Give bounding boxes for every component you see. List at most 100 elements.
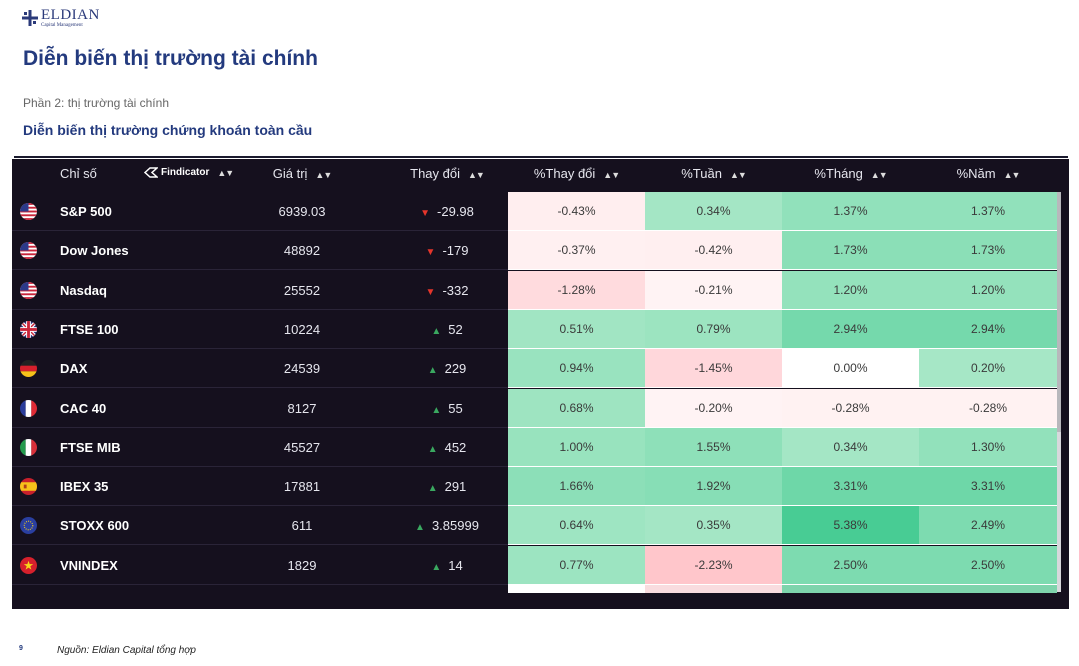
arrow-down-icon: ▼ — [425, 286, 436, 298]
findicator-label: Findicator — [161, 167, 210, 178]
header-pct-year-label: %Năm — [956, 166, 996, 181]
table-row[interactable]: VNINDEX 1829 ▲ 14 0.77% -2.23% 2.50% 2.50% — [12, 545, 1069, 587]
pct-week-cell: -0.20% — [645, 388, 782, 428]
pct-month-cell: 0.00% — [782, 349, 919, 389]
brand-logo: ELDIAN Capital Management — [22, 7, 100, 29]
table-row[interactable]: IBEX 35 17881 ▲ 291 1.66% 1.92% 3.31% 3.31% — [12, 467, 1069, 507]
arrow-down-icon: ▼ — [425, 247, 436, 259]
header-pct-month[interactable]: %Tháng ▲▼ — [782, 159, 919, 192]
table-overflow-cell — [508, 585, 645, 593]
index-change: ▲ 3.85999 — [392, 506, 502, 547]
arrow-down-icon: ▼ — [420, 208, 431, 219]
header-change-label: Thay đổi — [410, 166, 461, 181]
table-row[interactable]: Dow Jones 48892 ▼ -179 -0.37% -0.42% 1.73% 1.73… — [12, 231, 1069, 271]
table-row[interactable]: CAC 40 8127 ▲ 55 0.68% -0.20% -0.28% -0.28% — [12, 388, 1069, 430]
arrow-up-icon: ▲ — [431, 325, 442, 337]
table-row[interactable]: S&P 500 6939.03 ▼ -29.98 -0.43% 0.34% 1.37% 1.3… — [12, 192, 1069, 231]
change-value: 52 — [448, 321, 463, 337]
index-value: 25552 — [283, 282, 321, 298]
row-divider — [12, 387, 508, 389]
section-label: Phần 2: thị trường tài chính — [23, 96, 169, 110]
pct-week-cell: 0.34% — [645, 192, 782, 231]
change-value: 55 — [448, 400, 463, 416]
pct-year-cell: 1.73% — [919, 231, 1057, 271]
pct-change-cell: -0.43% — [508, 192, 645, 231]
pct-year-cell: -0.28% — [919, 388, 1057, 428]
table-overflow-cell — [919, 585, 1057, 593]
table-row[interactable]: Nasdaq 25552 ▼ -332 -1.28% -0.21% 1.20% 1.20% — [12, 270, 1069, 310]
pct-change-cell: 0.94% — [508, 349, 645, 389]
pct-month-cell: 1.37% — [782, 192, 919, 231]
row-divider — [12, 583, 508, 585]
index-name: IBEX 35 — [60, 479, 109, 495]
index-name: Dow Jones — [60, 243, 129, 259]
findicator-logo: Findicator ▲▼ — [144, 167, 234, 178]
pct-month-cell: 0.34% — [782, 427, 919, 467]
header-pct-year[interactable]: %Năm ▲▼ — [919, 159, 1057, 192]
change-value: 229 — [444, 361, 467, 377]
pct-week-cell: 0.79% — [645, 309, 782, 349]
arrow-up-icon: ▲ — [431, 561, 442, 573]
index-value: 6939.03 — [278, 204, 326, 219]
arrow-up-icon: ▲ — [427, 483, 438, 495]
change-value: -29.98 — [437, 204, 474, 219]
pct-change-cell: 0.51% — [508, 309, 645, 349]
scrollbar-thumb[interactable] — [1057, 192, 1061, 432]
eldian-logo-icon — [22, 10, 38, 26]
pct-year-cell: 1.20% — [919, 270, 1057, 310]
table-row[interactable]: FTSE 100 10224 ▲ 52 0.51% 0.79% 2.94% 2.94% — [12, 309, 1069, 351]
table-row[interactable]: DAX 24539 ▲ 229 0.94% -1.45% 0.00% 0.20% — [12, 349, 1069, 390]
index-value: 45527 — [283, 439, 321, 455]
index-change: ▲ 229 — [392, 349, 502, 390]
pct-change-cell: -1.28% — [508, 270, 645, 310]
header-change[interactable]: Thay đổi ▲▼ — [392, 159, 502, 192]
page-number: 9 — [19, 645, 23, 652]
pct-month-cell: 5.38% — [782, 506, 919, 546]
pct-year-cell: 3.31% — [919, 467, 1057, 507]
row-divider — [12, 347, 508, 349]
it-flag-icon — [20, 438, 37, 456]
row-divider — [12, 505, 508, 507]
market-table: Chỉ số Findicator ▲▼ Giá trị ▲▼ Thay đổi ▲… — [12, 159, 1069, 609]
header-pct-week[interactable]: %Tuần ▲▼ — [645, 159, 782, 192]
change-value: -179 — [442, 243, 469, 259]
table-header: Chỉ số Findicator ▲▼ Giá trị ▲▼ Thay đổi ▲… — [12, 159, 1069, 192]
pct-change-cell: 0.68% — [508, 388, 645, 428]
pct-week-cell: -0.21% — [645, 270, 782, 310]
arrow-up-icon: ▲ — [427, 365, 438, 377]
pct-week-cell: 1.55% — [645, 427, 782, 467]
table-row[interactable]: STOXX 600 611 ▲ 3.85999 0.64% 0.35% 5.38% 2.49% — [12, 506, 1069, 547]
sort-icon: ▲▼ — [468, 170, 485, 180]
sort-icon[interactable]: ▲▼ — [217, 167, 234, 178]
index-change: ▲ 14 — [392, 546, 502, 587]
header-pct-change-label: %Thay đổi — [533, 166, 596, 181]
pct-change-cell: 1.00% — [508, 427, 645, 467]
brand-name: ELDIAN — [41, 7, 100, 23]
index-change: ▲ 52 — [392, 310, 502, 351]
pct-week-cell: 1.92% — [645, 467, 782, 507]
index-value: 611 — [291, 518, 313, 534]
pct-year-cell: 1.30% — [919, 427, 1057, 467]
pct-year-cell: 1.37% — [919, 192, 1057, 231]
pct-week-cell: -2.23% — [645, 545, 782, 585]
header-index-label: Chỉ số — [60, 166, 97, 181]
header-index[interactable]: Chỉ số — [60, 159, 97, 192]
sub-title: Diễn biến thị trường chứng khoán toàn cầ… — [23, 122, 313, 138]
pct-week-cell: 0.35% — [645, 506, 782, 546]
pct-week-cell: -1.45% — [645, 349, 782, 389]
us-flag-icon — [20, 281, 37, 299]
uk-flag-icon — [20, 320, 37, 338]
pct-year-cell: 2.50% — [919, 545, 1057, 585]
header-value[interactable]: Giá trị ▲▼ — [257, 159, 347, 192]
table-row[interactable]: FTSE MIB 45527 ▲ 452 1.00% 1.55% 0.34% 1.30% — [12, 427, 1069, 467]
index-value: 10224 — [283, 321, 321, 337]
pct-month-cell: 1.20% — [782, 270, 919, 310]
index-change: ▼ -29.98 — [392, 192, 502, 233]
row-divider — [12, 269, 508, 271]
index-change: ▲ 55 — [392, 389, 502, 430]
index-name: Nasdaq — [60, 282, 107, 298]
change-value: -332 — [442, 282, 469, 298]
pct-month-cell: 2.50% — [782, 545, 919, 585]
pct-month-cell: -0.28% — [782, 388, 919, 428]
header-pct-change[interactable]: %Thay đổi ▲▼ — [508, 159, 645, 192]
